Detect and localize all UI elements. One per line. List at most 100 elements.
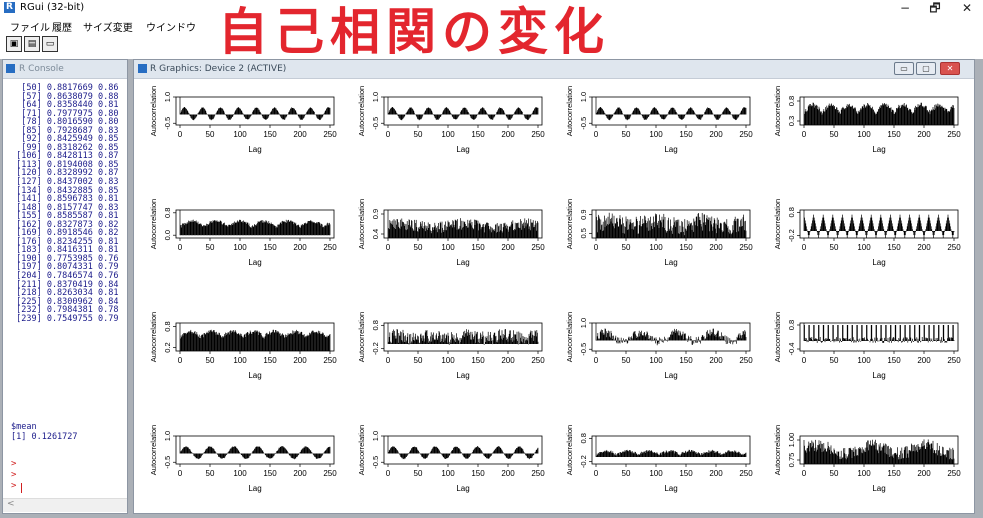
console-line: [85] 0.7928687 0.83 — [11, 125, 119, 136]
x-axis-label: Lag — [248, 484, 261, 493]
x-tick-label: 200 — [293, 130, 307, 139]
console-prompt[interactable]: > — [11, 481, 17, 491]
y-axis-label: Autocorrelation — [149, 312, 158, 362]
x-tick-label: 200 — [917, 243, 931, 252]
y-tick-label: 0.8 — [787, 96, 796, 106]
copy-plot-icon[interactable]: ▣ — [6, 36, 22, 52]
plot-frame — [383, 322, 543, 352]
menu-file[interactable]: ファイル — [10, 23, 50, 34]
x-tick-label: 100 — [649, 469, 663, 478]
minimize-button[interactable]: ▭ — [894, 62, 914, 75]
console-line: [50] 0.8817669 0.86 — [11, 83, 119, 93]
minimize-button[interactable]: − — [899, 1, 911, 15]
x-tick-label: 150 — [263, 130, 277, 139]
x-tick-label: 0 — [386, 469, 391, 478]
acf-panel: 0 50 100 150 200 250 -0.2 0.8 Lag Autocorrelation — [357, 312, 545, 380]
r-logo-icon — [138, 64, 147, 73]
menu-history[interactable]: 履歴 — [52, 23, 72, 34]
x-tick-label: 100 — [233, 469, 247, 478]
y-tick-label: -0.5 — [579, 343, 588, 356]
acf-panel: 0 50 100 150 200 250 -0.4 0.8 Lag Autocorrelation — [773, 312, 961, 380]
y-tick-label: 1.0 — [163, 431, 172, 441]
toolbar: ▣ ▤ ▭ — [0, 33, 983, 57]
menu-window[interactable]: ウインドウ — [146, 23, 196, 34]
x-tick-label: 150 — [471, 469, 485, 478]
console-line: [127] 0.8437002 0.83 — [11, 177, 119, 188]
r-logo-icon — [6, 64, 15, 73]
title-bar: R RGui (32-bit) − 🗗 ✕ — [0, 0, 983, 16]
window-icon[interactable]: ▭ — [42, 36, 58, 52]
menu-resize[interactable]: サイズ変更 — [83, 23, 133, 34]
x-axis-label: Lag — [456, 484, 469, 493]
x-tick-label: 50 — [206, 469, 215, 478]
x-tick-label: 150 — [471, 356, 485, 365]
r-console-window[interactable]: R Console [50] 0.8817669 0.86 [57] 0.863… — [2, 59, 128, 514]
console-line: [211] 0.8370419 0.84 — [11, 279, 119, 290]
x-tick-label: 200 — [917, 130, 931, 139]
x-tick-label: 0 — [594, 469, 599, 478]
x-tick-label: 100 — [441, 130, 455, 139]
console-line: [99] 0.8318262 0.85 — [11, 142, 119, 153]
console-line: [190] 0.7753985 0.76 — [11, 253, 119, 264]
y-tick-label: 1.0 — [371, 431, 380, 441]
r-graphics-window[interactable]: R Graphics: Device 2 (ACTIVE) ▭ ▢ ✕ 0 50 1… — [133, 59, 975, 514]
x-tick-label: 50 — [414, 130, 423, 139]
x-tick-label: 0 — [178, 469, 183, 478]
y-axis-label: Autocorrelation — [149, 86, 158, 136]
console-line: [176] 0.8234255 0.81 — [11, 236, 119, 247]
x-tick-label: 200 — [293, 356, 307, 365]
x-axis-label: Lag — [456, 371, 469, 380]
x-tick-label: 0 — [802, 469, 807, 478]
y-axis-label: Autocorrelation — [773, 86, 782, 136]
y-tick-label: 1.0 — [579, 92, 588, 102]
console-output: [50] 0.8817669 0.86 [57] 0.8638079 0.88 … — [11, 84, 118, 323]
x-tick-label: 200 — [709, 243, 723, 252]
horizontal-scrollbar[interactable]: < — [3, 498, 127, 512]
x-tick-label: 250 — [323, 356, 337, 365]
close-button[interactable]: ✕ — [961, 1, 973, 15]
acf-panel: 0 50 100 150 200 250 0.0 0.8 Lag Autocorrelation — [149, 199, 337, 267]
y-tick-label: 1.0 — [371, 92, 380, 102]
x-tick-label: 100 — [649, 130, 663, 139]
x-tick-label: 150 — [679, 130, 693, 139]
x-tick-label: 50 — [414, 243, 423, 252]
x-tick-label: 50 — [622, 130, 631, 139]
y-axis-label: Autocorrelation — [357, 86, 366, 136]
console-line: [155] 0.8585587 0.81 — [11, 211, 119, 222]
y-axis-label: Autocorrelation — [149, 425, 158, 475]
console-line: [92] 0.8425949 0.85 — [11, 134, 119, 145]
x-tick-label: 150 — [887, 356, 901, 365]
x-tick-label: 250 — [531, 469, 545, 478]
console-line: [183] 0.8416311 0.81 — [11, 245, 119, 256]
plot-frame — [383, 435, 543, 465]
x-tick-label: 250 — [739, 469, 753, 478]
close-button[interactable]: ✕ — [940, 62, 960, 75]
x-tick-label: 0 — [178, 130, 183, 139]
y-axis-label: Autocorrelation — [565, 312, 574, 362]
x-axis-label: Lag — [456, 258, 469, 267]
x-tick-label: 250 — [531, 356, 545, 365]
x-tick-label: 50 — [830, 243, 839, 252]
graphics-title-bar[interactable]: R Graphics: Device 2 (ACTIVE) ▭ ▢ ✕ — [134, 60, 974, 79]
console-line: [141] 0.8596783 0.81 — [11, 194, 119, 205]
print-icon[interactable]: ▤ — [24, 36, 40, 52]
x-tick-label: 150 — [679, 469, 693, 478]
console-title-bar[interactable]: R Console — [3, 60, 127, 79]
maximize-button[interactable]: ▢ — [916, 62, 936, 75]
console-prompt: > — [11, 470, 17, 480]
x-tick-label: 50 — [206, 130, 215, 139]
x-tick-label: 250 — [323, 130, 337, 139]
console-line: [169] 0.8918546 0.82 — [11, 228, 119, 239]
x-tick-label: 100 — [441, 356, 455, 365]
x-tick-label: 100 — [441, 469, 455, 478]
x-axis-label: Lag — [664, 145, 677, 154]
console-line: [239] 0.7549755 0.79 — [11, 313, 119, 324]
restore-button[interactable]: 🗗 — [929, 1, 941, 15]
y-tick-label: 0.3 — [787, 116, 796, 126]
x-tick-label: 250 — [947, 356, 961, 365]
y-tick-label: -0.2 — [787, 229, 796, 242]
x-tick-label: 50 — [414, 356, 423, 365]
r-logo-icon: R — [4, 2, 15, 13]
acf-panel: 0 50 100 150 200 250 -0.5 1.0 Lag Autocorrelation — [565, 312, 753, 380]
scroll-left-icon[interactable]: < — [7, 499, 15, 509]
